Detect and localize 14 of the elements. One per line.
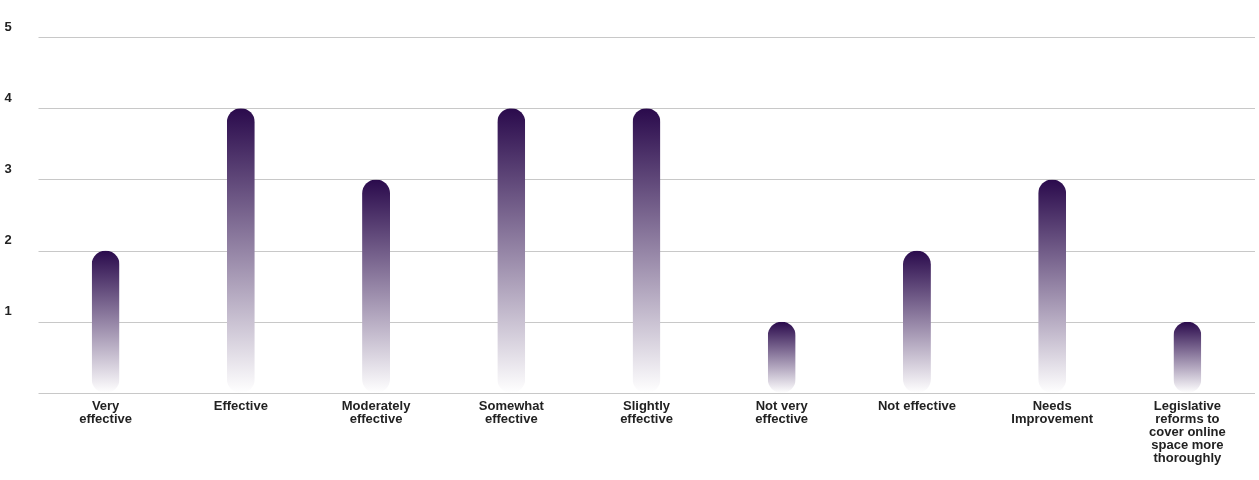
x-tick-label: Moderately effective: [341, 397, 412, 426]
x-tick-label: Slightly effective: [620, 397, 673, 426]
y-tick-label: 4: [4, 89, 13, 105]
x-tick-label: Legislative reforms to cover online space more thoroughly: [1149, 397, 1226, 465]
x-tick-label: Not very effective: [755, 397, 809, 426]
y-tick-label: 5: [4, 18, 12, 34]
x-tick-label: Somewhat effective: [478, 397, 545, 426]
y-tick-label: 3: [4, 160, 12, 176]
x-tick-label: Effective: [213, 397, 268, 413]
y-tick-label: 2: [4, 232, 12, 248]
x-tick-label: Needs Improvement: [1011, 397, 1094, 426]
y-tick-label: 1: [4, 303, 12, 319]
x-tick-label: Not effective: [877, 397, 956, 413]
x-tick-label: Very effective: [79, 397, 132, 426]
